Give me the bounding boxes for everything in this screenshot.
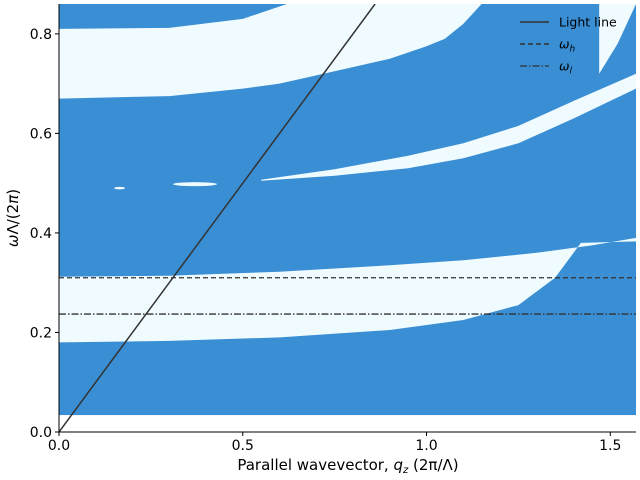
gap-island-1 [114,186,126,190]
y-tick-label: 0.0 [30,425,52,441]
x-tick-label: 1.5 [599,438,621,454]
legend: Light line ωh ωl [520,15,617,77]
y-tick-label: 0.6 [30,126,52,142]
x-tick-label: 1.0 [415,438,437,454]
band-map [59,4,636,416]
legend-label-light-line: Light line [559,15,617,30]
y-tick-label: 0.2 [30,325,52,341]
gap-region-2 [261,73,636,181]
gap-region-4 [599,4,636,74]
legend-entry-light-line: Light line [520,15,617,30]
y-tick-label: 0.8 [30,27,52,43]
legend-label-omega-h: ωh [559,37,575,55]
axis-ticks: 0.0 0.5 1.0 1.5 0.0 0.2 0.4 0.6 0.8 [30,27,622,454]
legend-label-omega-l: ωl [559,59,572,77]
y-tick-label: 0.4 [30,226,52,242]
gap-region-3 [59,4,482,99]
x-tick-label: 0.5 [232,438,254,454]
legend-entry-omega-h: ωh [520,37,575,55]
y-axis-label: ωΛ/(2π) [4,189,22,247]
light-line [59,4,376,432]
overlay-lines [59,4,636,432]
legend-entry-omega-l: ωl [520,59,572,77]
x-axis-label: Parallel wavevector, qz (2π/Λ) [237,456,458,476]
gap-island-2 [172,182,218,187]
gap-region-1 [59,237,636,343]
x-tick-label: 0.0 [48,438,70,454]
